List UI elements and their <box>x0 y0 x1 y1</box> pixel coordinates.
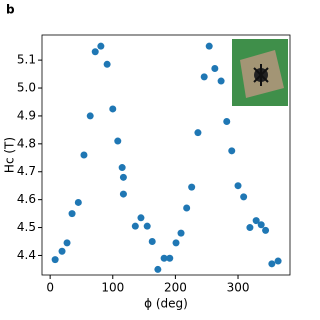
point <box>160 254 168 262</box>
point <box>246 224 254 232</box>
x-axis-label: ϕ (deg) <box>144 297 188 311</box>
point <box>274 257 282 265</box>
point <box>143 222 151 230</box>
y-tick-label: 4.8 <box>17 136 36 150</box>
point <box>74 198 82 206</box>
x-tick-label: 300 <box>227 281 250 295</box>
point <box>109 105 117 113</box>
x-tick-label: 200 <box>164 281 187 295</box>
point <box>188 183 196 191</box>
point <box>223 118 231 126</box>
point <box>183 204 191 212</box>
point <box>154 265 162 273</box>
x-tick-label: 0 <box>46 281 54 295</box>
panel-label: b <box>6 3 15 17</box>
inset-photo <box>232 39 288 106</box>
point <box>97 42 105 50</box>
y-tick-label: 5.0 <box>17 81 36 95</box>
point <box>114 137 122 145</box>
point <box>240 193 248 201</box>
point <box>80 151 88 159</box>
point <box>68 210 76 218</box>
y-tick-label: 4.7 <box>17 164 36 178</box>
point <box>252 217 260 225</box>
point <box>91 48 99 56</box>
point <box>131 222 139 230</box>
point <box>103 60 111 68</box>
point <box>228 147 236 155</box>
point <box>211 64 219 72</box>
y-tick-label: 4.5 <box>17 220 36 234</box>
point <box>118 164 126 172</box>
y-axis-label: Hc (T) <box>3 137 17 173</box>
point <box>58 247 66 255</box>
point <box>166 254 174 262</box>
point <box>262 226 270 234</box>
y-tick-label: 4.9 <box>17 108 36 122</box>
plot-frame <box>41 34 291 276</box>
point <box>86 112 94 120</box>
point <box>63 239 71 247</box>
point <box>205 42 213 50</box>
point <box>137 214 145 222</box>
point <box>119 190 127 198</box>
point <box>194 129 202 137</box>
point <box>51 256 59 264</box>
point <box>217 77 225 85</box>
x-tick-label: 100 <box>101 281 124 295</box>
point <box>268 260 276 268</box>
point <box>172 239 180 247</box>
y-tick-label: 4.6 <box>17 192 36 206</box>
point <box>234 182 242 190</box>
y-tick-label: 4.4 <box>17 248 36 262</box>
point <box>200 73 208 81</box>
chart: b ϕ (deg) Hc (T) 0 100 200 300 4.4 4.5 4.6 4.7 4… <box>3 3 291 311</box>
point <box>177 229 185 237</box>
point <box>148 238 156 246</box>
y-tick-label: 5.1 <box>17 53 36 67</box>
point <box>257 221 265 229</box>
point <box>119 173 127 181</box>
